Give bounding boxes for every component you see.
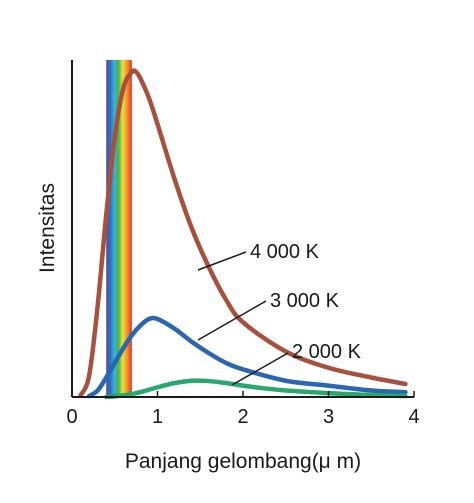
series-label-3000k: 3 000 K — [270, 290, 340, 312]
series-label-layer: 4 000 K 3 000 K 2 000 K — [197, 241, 362, 386]
x-tick-label: 4 — [408, 406, 419, 428]
x-tick-label: 1 — [152, 406, 163, 428]
x-axis-title: Panjang gelombang(μ m) — [125, 450, 361, 473]
series-leader-line-4000k — [197, 251, 247, 271]
series-line-2000k — [103, 378, 408, 400]
series-line-4000k — [78, 68, 408, 398]
y-axis-title: Intensitas — [36, 183, 59, 273]
x-tick-layer: 0 1 2 3 4 — [66, 391, 420, 428]
x-tick-label: 0 — [66, 406, 77, 428]
series-leader-line-2000k — [231, 352, 289, 386]
series-label-4000k: 4 000 K — [250, 241, 320, 263]
series-leader-line-3000k — [197, 300, 267, 341]
series-line-3000k — [86, 315, 408, 399]
x-tick-label: 3 — [323, 406, 334, 428]
series-layer — [78, 68, 408, 400]
x-tick-label: 2 — [237, 406, 248, 428]
series-label-2000k: 2 000 K — [292, 341, 362, 363]
